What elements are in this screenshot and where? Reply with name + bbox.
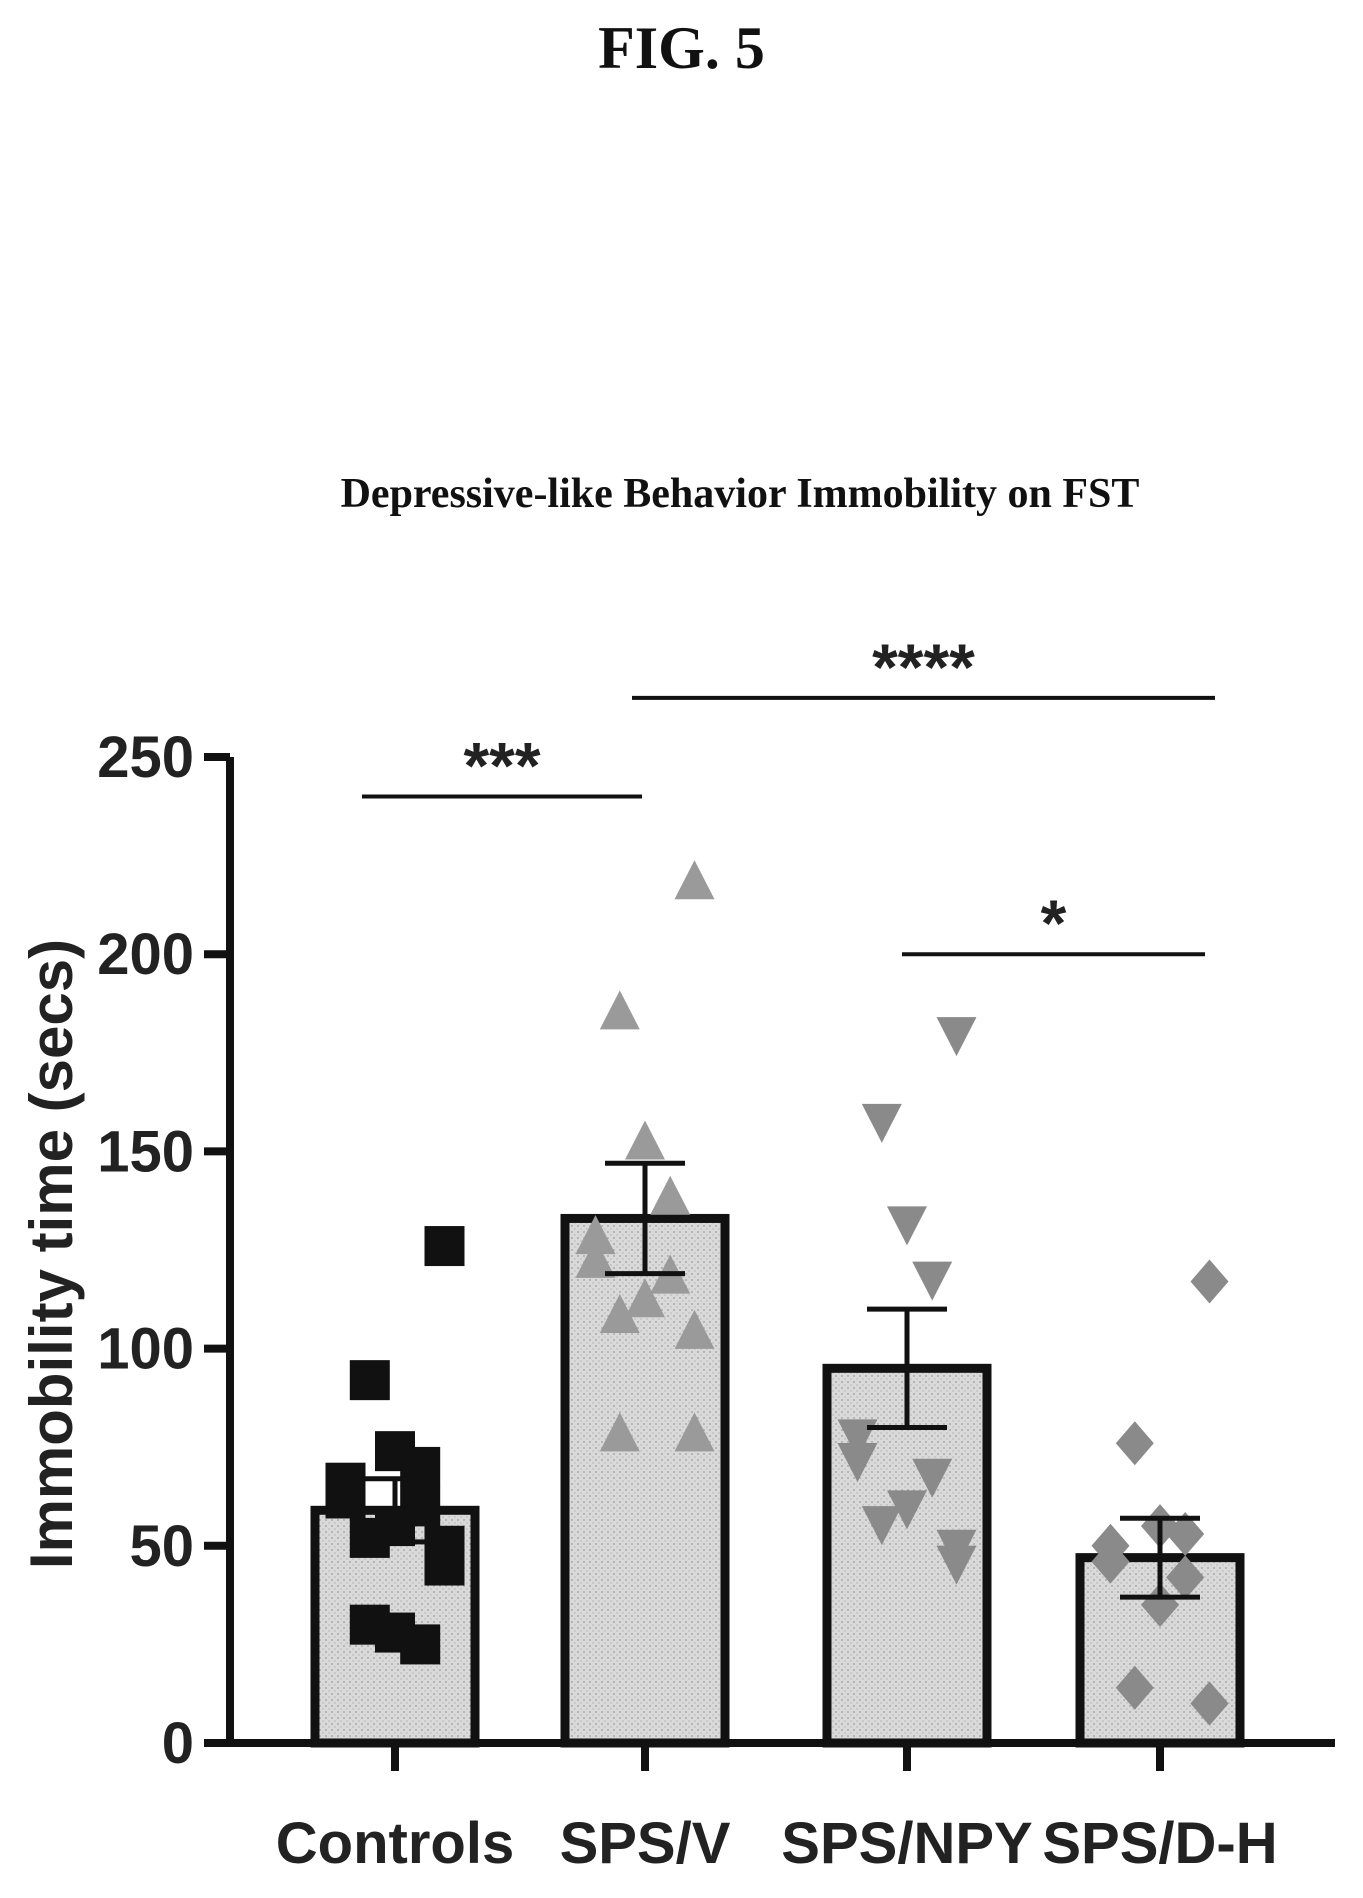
data-point <box>837 1443 878 1483</box>
data-point <box>599 990 640 1030</box>
y-tick-label: 250 <box>97 725 194 790</box>
data-point <box>887 1206 927 1246</box>
data-point <box>887 1490 927 1530</box>
data-point <box>861 1103 902 1143</box>
chart-title: Depressive-like Behavior Immobility on F… <box>340 471 1140 517</box>
data-point <box>936 1017 977 1057</box>
data-point <box>912 1458 953 1498</box>
data-point <box>599 1294 640 1334</box>
significance-label: *** <box>463 728 540 802</box>
y-tick-label: 0 <box>162 1711 194 1776</box>
y-tick-label: 50 <box>129 1514 194 1579</box>
data-point <box>1190 1681 1229 1726</box>
x-tick-label: Controls <box>276 1811 514 1876</box>
data-point <box>674 860 715 900</box>
significance-label: * <box>1041 886 1067 960</box>
y-axis-label: Immobility time (secs) <box>18 939 85 1569</box>
data-point <box>1166 1511 1205 1556</box>
data-point <box>674 1412 715 1452</box>
data-point <box>1166 1555 1205 1600</box>
data-point <box>1190 1259 1229 1304</box>
data-point <box>400 1624 441 1665</box>
data-point <box>861 1506 902 1546</box>
y-tick-label: 200 <box>97 922 194 987</box>
data-point <box>1115 1421 1154 1466</box>
data-point <box>1115 1665 1154 1710</box>
y-tick-label: 100 <box>97 1317 194 1382</box>
data-point <box>936 1545 977 1585</box>
data-point <box>349 1517 390 1558</box>
data-point <box>424 1545 465 1586</box>
data-point <box>625 1278 665 1318</box>
data-point <box>575 1238 616 1278</box>
data-point <box>575 1215 616 1255</box>
y-tick-label: 150 <box>97 1119 194 1184</box>
data-point <box>650 1175 691 1215</box>
x-tick-label: SPS/V <box>560 1811 731 1876</box>
x-tick-label: SPS/D-H <box>1042 1811 1277 1876</box>
figure-label: FIG. 5 <box>598 15 765 81</box>
x-tick-label: SPS/NPY <box>781 1811 1032 1876</box>
data-point <box>599 1412 640 1452</box>
data-point <box>424 1226 465 1267</box>
data-point <box>625 1120 665 1160</box>
data-point <box>349 1360 390 1401</box>
data-point <box>1141 1582 1179 1627</box>
data-point <box>912 1261 953 1301</box>
data-point <box>1091 1539 1130 1584</box>
data-point <box>674 1309 715 1349</box>
significance-label: **** <box>872 630 975 704</box>
data-point <box>325 1478 366 1519</box>
